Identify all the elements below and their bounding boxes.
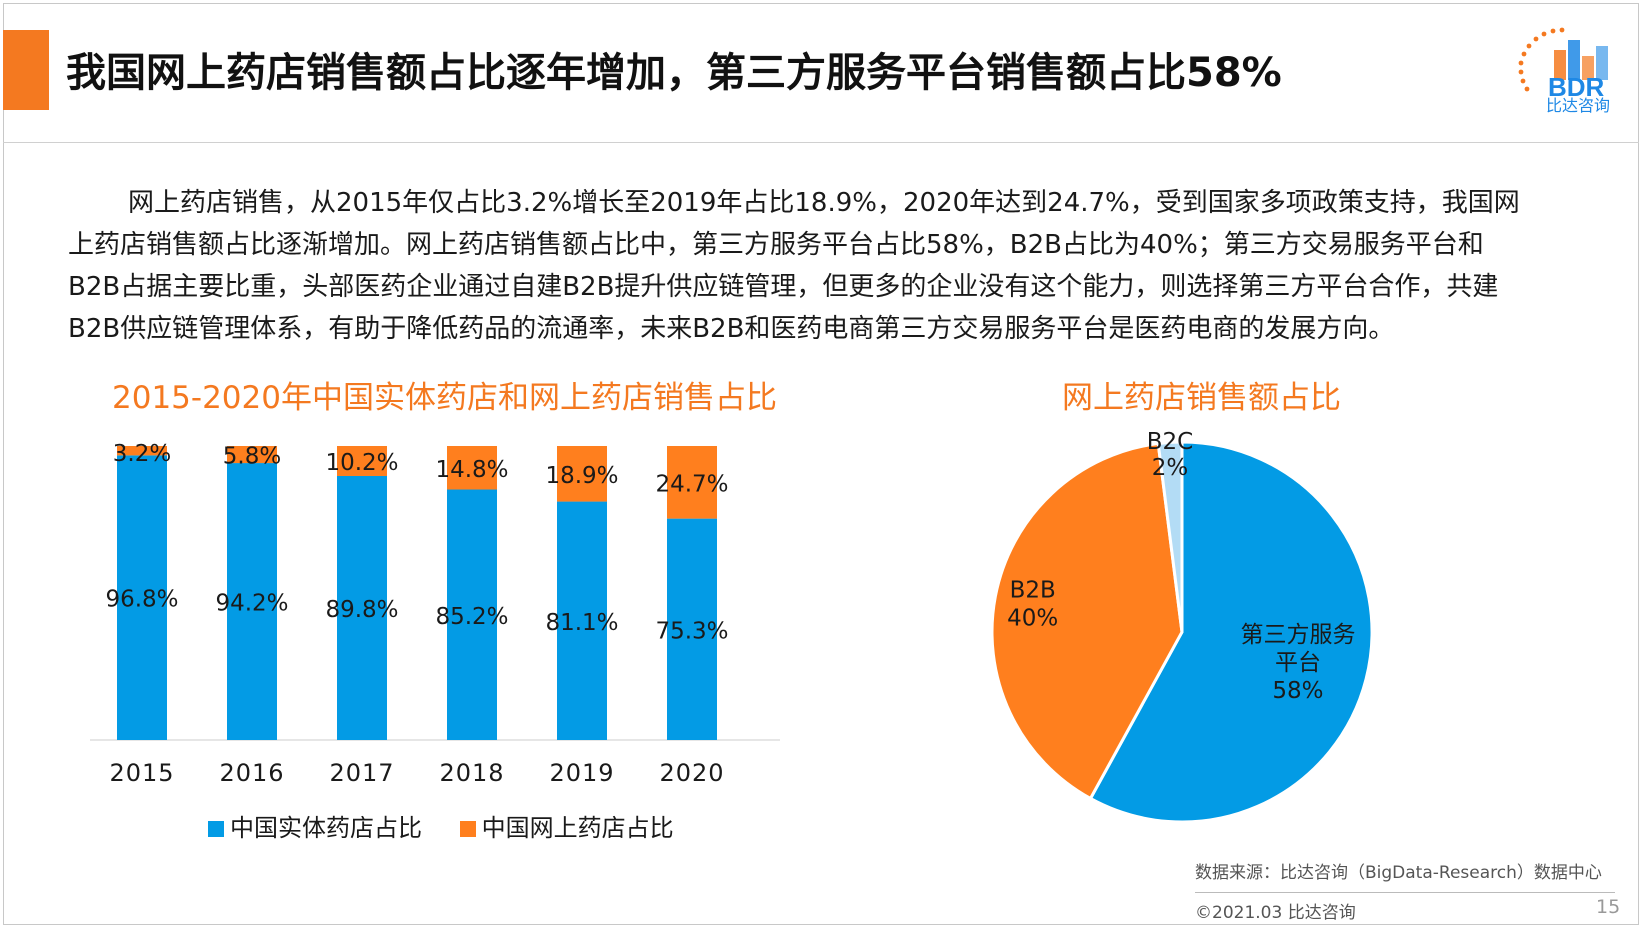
bar-physical-2020 <box>667 518 717 740</box>
bar-physical-2018 <box>447 489 497 740</box>
legend-swatch-physical <box>208 821 224 837</box>
data-label-physical-2017: 89.8% <box>325 597 398 623</box>
legend-item-physical: 中国实体药店占比 <box>208 808 422 843</box>
legend-swatch-online <box>459 821 476 837</box>
data-source: 数据来源：比达咨询（BigData-Research）数据中心 <box>1195 863 1602 883</box>
bar-online-2020 <box>667 446 717 519</box>
bar-physical-2019 <box>557 501 607 740</box>
data-label-physical-2016: 94.2% <box>215 591 288 617</box>
data-label-online-2018: 14.8% <box>435 457 508 483</box>
bar-online-2015 <box>117 446 167 456</box>
logo-brand: BDR <box>1548 72 1605 102</box>
bdr-logo-icon: BDR <box>1518 27 1608 102</box>
bar-physical-2015 <box>117 455 167 740</box>
bar-chart-title: 2015-2020年中国实体药店和网上药店销售占比 <box>112 380 777 416</box>
data-label-physical-2018: 85.2% <box>435 604 508 630</box>
data-label-physical-2015: 96.8% <box>105 587 178 613</box>
legend-item-online: 中国网上药店占比 <box>459 808 674 843</box>
data-label-physical-2019: 81.1% <box>545 610 618 636</box>
slide-frame <box>3 3 1639 925</box>
pie-slice-B2C <box>1156 440 1184 633</box>
pie-slice-B2B <box>990 441 1184 801</box>
intro-line: 网上药店销售，从2015年仅占比3.2%增长至2019年占比18.9%，2020… <box>128 188 1520 218</box>
data-label-online-2019: 18.9% <box>545 463 618 489</box>
pie-chart-title: 网上药店销售额占比 <box>1062 380 1341 416</box>
page-title: 我国网上药店销售额占比逐年增加，第三方服务平台销售额占比58% <box>66 50 1282 96</box>
bar-online-2019 <box>557 446 607 502</box>
intro-line: 上药店销售额占比逐渐增加。网上药店销售额占比中，第三方服务平台占比58%，B2B… <box>68 230 1484 260</box>
footer-divider <box>1195 892 1615 893</box>
pie-label-第三方服务平台: 第三方服务平台 58% <box>1240 622 1355 704</box>
header-accent-bar <box>3 30 49 110</box>
data-label-online-2015: 3.2% <box>113 441 171 467</box>
data-label-online-2017: 10.2% <box>325 450 398 476</box>
bar-online-2017 <box>337 446 387 476</box>
data-label-online-2020: 24.7% <box>655 471 728 497</box>
stacked-bar-chart: 96.8% 3.2% 2015 94.2% 5.8% 2016 89.8% 10.2% 2017… <box>90 441 780 787</box>
copyright: ©2021.03 比达咨询 <box>1195 903 1356 923</box>
header-divider <box>3 142 1639 143</box>
bar-physical-2016 <box>227 463 277 740</box>
intro-paragraph: 网上药店销售，从2015年仅占比3.2%增长至2019年占比18.9%，2020… <box>68 182 1568 350</box>
bar-physical-2017 <box>337 475 387 740</box>
pie-chart: 第三方服务平台 58% B2B 40% B2C 2% <box>990 429 1374 824</box>
logo-dot-ring <box>1518 27 1565 92</box>
x-tick-label-2015: 2015 <box>109 759 174 787</box>
intro-line: B2B供应链管理体系，有助于降低药品的流通率，未来B2B和医药电商第三方交易服务… <box>68 314 1395 344</box>
pie-slice-第三方服务平台 <box>1088 440 1374 824</box>
page-number: 15 <box>1596 896 1621 918</box>
legend-label: 中国实体药店占比 <box>230 814 422 842</box>
x-tick-label-2018: 2018 <box>439 759 504 787</box>
pie-label-B2B: B2B 40% <box>1007 578 1058 632</box>
intro-line: B2B占据主要比重，头部医药企业通过自建B2B提升供应链管理，但更多的企业没有这… <box>68 272 1499 302</box>
bar-online-2018 <box>447 446 497 490</box>
legend-label: 中国网上药店占比 <box>481 814 674 842</box>
data-label-physical-2020: 75.3% <box>655 618 728 644</box>
logo-caption: 比达咨询 <box>1546 96 1611 115</box>
x-tick-label-2016: 2016 <box>219 759 284 787</box>
x-tick-label-2020: 2020 <box>659 759 724 787</box>
bar-online-2016 <box>227 446 277 464</box>
pie-label-B2C: B2C 2% <box>1147 429 1193 481</box>
data-label-online-2016: 5.8% <box>223 444 281 470</box>
x-tick-label-2019: 2019 <box>549 759 614 787</box>
x-tick-label-2017: 2017 <box>329 759 394 787</box>
bar-chart-legend: 中国实体药店占比 中国网上药店占比 <box>208 808 704 843</box>
